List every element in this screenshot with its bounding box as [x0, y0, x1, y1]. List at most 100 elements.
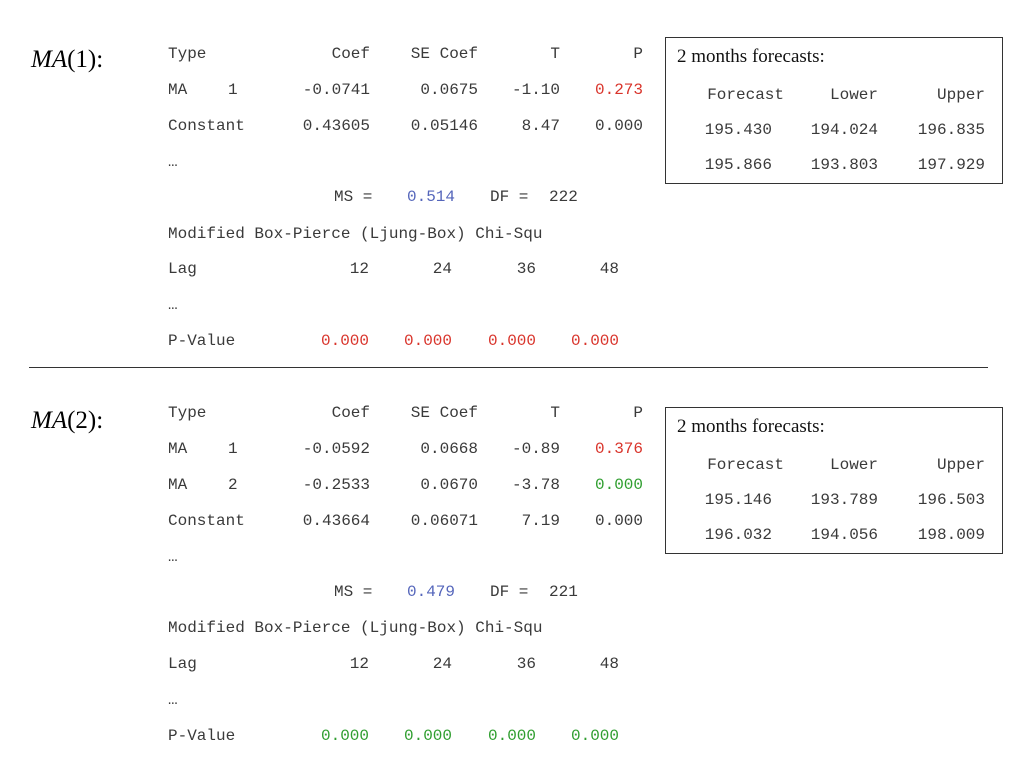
m2-ms-label: MS =: [334, 583, 373, 601]
m2-row1-type: MA: [168, 440, 188, 458]
m2-boxpierce-title: Modified Box-Pierce (Ljung-Box) Chi-Squ: [168, 619, 543, 637]
m1-ellipsis-2: …: [168, 296, 178, 314]
m2-forecast-r1-lower: 193.789: [810, 491, 878, 509]
m2-forecast-r1-forecast: 195.146: [704, 491, 772, 509]
m1-lag-label: Lag: [168, 260, 197, 278]
m2-row3-coef: 0.43664: [302, 512, 370, 530]
m1-lag-4: 48: [599, 260, 619, 278]
m2-row1-coef: -0.0592: [302, 440, 370, 458]
m1-forecast-r2-forecast: 195.866: [704, 156, 772, 174]
m2-row3-t: 7.19: [521, 512, 560, 530]
m1-boxpierce-title: Modified Box-Pierce (Ljung-Box) Chi-Squ: [168, 225, 543, 243]
m1-forecast-r1-upper: 196.835: [917, 121, 985, 139]
m2-row2-t: -3.78: [511, 476, 560, 494]
m1-header-coef: Coef: [331, 45, 370, 63]
model-1-label-order: (1):: [67, 46, 104, 73]
m2-row2-p: 0.000: [594, 476, 643, 494]
m1-row1-p: 0.273: [594, 81, 643, 99]
m2-row2-type: MA: [168, 476, 188, 494]
m2-lag-2: 24: [432, 655, 452, 673]
m2-ms-value: 0.479: [407, 583, 456, 601]
m2-forecast-header-forecast: Forecast: [707, 456, 784, 474]
m1-row1-coef: -0.0741: [302, 81, 370, 99]
m2-row1-p: 0.376: [594, 440, 643, 458]
model-1-label-name: MA: [31, 46, 68, 73]
m2-forecast-header-upper: Upper: [936, 456, 985, 474]
m1-forecast-r2-lower: 193.803: [810, 156, 878, 174]
m1-row2-t: 8.47: [521, 117, 560, 135]
m1-row1-se: 0.0675: [420, 81, 478, 99]
m1-ms-value: 0.514: [407, 188, 456, 206]
m2-header-t: T: [550, 404, 560, 422]
m1-row1-t: -1.10: [511, 81, 560, 99]
m2-row1-lag: 1: [228, 440, 238, 458]
model-2-label: MA(2):: [31, 408, 103, 433]
m2-lag-1: 12: [349, 655, 369, 673]
m2-df-value: 221: [549, 583, 578, 601]
m1-header-t: T: [550, 45, 560, 63]
m2-pvalue-1: 0.000: [320, 727, 369, 745]
m1-forecast-title: 2 months forecasts:: [677, 46, 825, 67]
m2-pvalue-4: 0.000: [570, 727, 619, 745]
m1-pvalue-label: P-Value: [168, 332, 236, 350]
m1-forecast-header-upper: Upper: [936, 86, 985, 104]
m1-row2-coef: 0.43605: [302, 117, 370, 135]
model-1-label: MA(1):: [31, 47, 103, 72]
m2-lag-3: 36: [516, 655, 536, 673]
m2-pvalue-2: 0.000: [403, 727, 452, 745]
m1-pvalue-2: 0.000: [403, 332, 452, 350]
m2-forecast-box: 2 months forecasts: Forecast Lower Upper…: [665, 407, 1003, 554]
m2-row2-coef: -0.2533: [302, 476, 370, 494]
m2-header-secoef: SE Coef: [410, 404, 478, 422]
m2-row3-type: Constant: [168, 512, 245, 530]
m1-pvalue-4: 0.000: [570, 332, 619, 350]
m1-header-p: P: [633, 45, 643, 63]
m1-lag-3: 36: [516, 260, 536, 278]
m2-lag-label: Lag: [168, 655, 197, 673]
m2-df-label: DF =: [490, 583, 529, 601]
m2-lag-4: 48: [599, 655, 619, 673]
m2-pvalue-label: P-Value: [168, 727, 236, 745]
m1-pvalue-1: 0.000: [320, 332, 369, 350]
section-divider: [29, 367, 988, 368]
m1-forecast-r1-forecast: 195.430: [704, 121, 772, 139]
m1-row1-type: MA: [168, 81, 188, 99]
m2-header-type: Type: [168, 404, 207, 422]
model-2-label-name: MA: [31, 407, 68, 434]
m2-row1-t: -0.89: [511, 440, 560, 458]
m1-pvalue-3: 0.000: [487, 332, 536, 350]
m1-header-type: Type: [168, 45, 207, 63]
m2-row2-se: 0.0670: [420, 476, 478, 494]
m2-row3-se: 0.06071: [410, 512, 478, 530]
m1-forecast-r2-upper: 197.929: [917, 156, 985, 174]
m2-pvalue-3: 0.000: [487, 727, 536, 745]
m1-df-label: DF =: [490, 188, 529, 206]
m1-lag-1: 12: [349, 260, 369, 278]
m2-header-p: P: [633, 404, 643, 422]
model-2-label-order: (2):: [67, 407, 104, 434]
m1-ellipsis-1: …: [168, 153, 178, 171]
m2-forecast-title: 2 months forecasts:: [677, 416, 825, 437]
m2-header-coef: Coef: [331, 404, 370, 422]
m1-forecast-r1-lower: 194.024: [810, 121, 878, 139]
m1-df-value: 222: [549, 188, 578, 206]
m2-forecast-r2-upper: 198.009: [917, 526, 985, 544]
m1-row1-lag: 1: [228, 81, 238, 99]
m1-row2-p: 0.000: [594, 117, 643, 135]
m2-ellipsis-1: …: [168, 548, 178, 566]
m1-row2-type: Constant: [168, 117, 245, 135]
m2-forecast-r2-forecast: 196.032: [704, 526, 772, 544]
m1-header-secoef: SE Coef: [410, 45, 478, 63]
m2-forecast-r1-upper: 196.503: [917, 491, 985, 509]
m2-row1-se: 0.0668: [420, 440, 478, 458]
m1-forecast-box: 2 months forecasts: Forecast Lower Upper…: [665, 37, 1003, 184]
m2-forecast-header-lower: Lower: [829, 456, 878, 474]
m2-row3-p: 0.000: [594, 512, 643, 530]
m1-row2-se: 0.05146: [410, 117, 478, 135]
m2-ellipsis-2: …: [168, 691, 178, 709]
m1-ms-label: MS =: [334, 188, 373, 206]
m2-row2-lag: 2: [228, 476, 238, 494]
m1-forecast-header-lower: Lower: [829, 86, 878, 104]
m1-lag-2: 24: [432, 260, 452, 278]
m1-forecast-header-forecast: Forecast: [707, 86, 784, 104]
